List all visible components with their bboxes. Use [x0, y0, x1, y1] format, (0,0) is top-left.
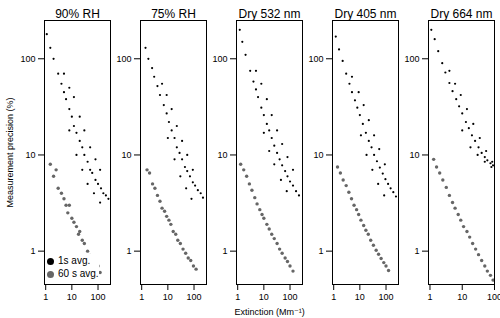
- html-text:60 s avg.: 60 s avg.: [58, 268, 99, 279]
- svg-text:100: 100: [20, 54, 35, 64]
- svg-text:10: 10: [457, 292, 467, 302]
- svg-text:Dry 664 nm: Dry 664 nm: [430, 7, 492, 21]
- svg-text:1: 1: [43, 292, 48, 302]
- svg-text:100: 100: [91, 292, 106, 302]
- svg-text:100: 100: [308, 54, 323, 64]
- svg-text:100: 100: [116, 54, 131, 64]
- svg-text:10: 10: [313, 150, 323, 160]
- svg-text:100: 100: [487, 292, 500, 302]
- svg-text:10: 10: [121, 150, 131, 160]
- svg-text:100: 100: [212, 54, 227, 64]
- svg-text:1: 1: [427, 292, 432, 302]
- svg-text:10: 10: [409, 150, 419, 160]
- svg-text:1: 1: [126, 246, 131, 256]
- svg-text:1: 1: [318, 246, 323, 256]
- svg-text:1: 1: [139, 292, 144, 302]
- svg-text:1: 1: [222, 246, 227, 256]
- svg-text:100: 100: [283, 292, 298, 302]
- svg-text:1: 1: [30, 246, 35, 256]
- svg-text:1: 1: [331, 292, 336, 302]
- svg-text:1: 1: [235, 292, 240, 302]
- svg-text:Dry 405 nm: Dry 405 nm: [334, 7, 396, 21]
- svg-text:100: 100: [187, 292, 202, 302]
- svg-text:75% RH: 75% RH: [151, 7, 196, 21]
- svg-text:10: 10: [355, 292, 365, 302]
- svg-text:1: 1: [414, 246, 419, 256]
- svg-text:100: 100: [404, 54, 419, 64]
- svg-text:Extinction (Mm⁻¹): Extinction (Mm⁻¹): [234, 307, 304, 317]
- svg-text:Dry 532 nm: Dry 532 nm: [238, 7, 300, 21]
- svg-text:10: 10: [67, 292, 77, 302]
- svg-text:10: 10: [163, 292, 173, 302]
- html-text:1s avg.: 1s avg.: [58, 255, 91, 266]
- svg-text:10: 10: [217, 150, 227, 160]
- svg-text:90% RH: 90% RH: [55, 7, 100, 21]
- svg-text:10: 10: [25, 150, 35, 160]
- svg-text:100: 100: [379, 292, 394, 302]
- svg-text:Measurement precision (%): Measurement precision (%): [5, 97, 15, 207]
- svg-text:10: 10: [259, 292, 269, 302]
